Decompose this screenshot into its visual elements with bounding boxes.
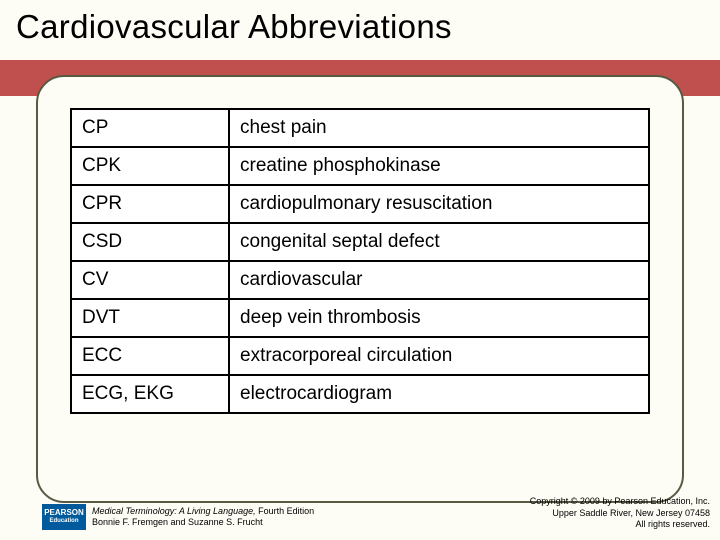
abbr-cell: ECC bbox=[71, 337, 229, 375]
abbr-cell: CPK bbox=[71, 147, 229, 185]
copyright-line: All rights reserved. bbox=[530, 519, 710, 530]
logo-text-bottom: Education bbox=[49, 518, 78, 525]
book-edition: Fourth Edition bbox=[256, 506, 315, 516]
table-row: CPchest pain bbox=[71, 109, 649, 147]
pearson-logo: PEARSON Education bbox=[42, 504, 86, 530]
abbreviations-table: CPchest pain CPKcreatine phosphokinase C… bbox=[70, 108, 650, 414]
abbr-cell: CPR bbox=[71, 185, 229, 223]
slide-title: Cardiovascular Abbreviations bbox=[16, 8, 452, 46]
abbr-cell: ECG, EKG bbox=[71, 375, 229, 413]
table-row: DVTdeep vein thrombosis bbox=[71, 299, 649, 337]
footer-left: PEARSON Education Medical Terminology: A… bbox=[42, 504, 314, 530]
def-cell: creatine phosphokinase bbox=[229, 147, 649, 185]
logo-text-top: PEARSON bbox=[44, 509, 84, 518]
copyright-line: Upper Saddle River, New Jersey 07458 bbox=[530, 508, 710, 519]
table-row: CSDcongenital septal defect bbox=[71, 223, 649, 261]
def-cell: cardiovascular bbox=[229, 261, 649, 299]
abbr-cell: CSD bbox=[71, 223, 229, 261]
def-cell: chest pain bbox=[229, 109, 649, 147]
table-row: CPKcreatine phosphokinase bbox=[71, 147, 649, 185]
def-cell: extracorporeal circulation bbox=[229, 337, 649, 375]
abbr-cell: CP bbox=[71, 109, 229, 147]
book-authors: Bonnie F. Fremgen and Suzanne S. Frucht bbox=[92, 517, 314, 528]
def-cell: congenital septal defect bbox=[229, 223, 649, 261]
copyright-line: Copyright © 2009 by Pearson Education, I… bbox=[530, 496, 710, 507]
def-cell: electrocardiogram bbox=[229, 375, 649, 413]
def-cell: cardiopulmonary resuscitation bbox=[229, 185, 649, 223]
table-row: CPRcardiopulmonary resuscitation bbox=[71, 185, 649, 223]
book-title: Medical Terminology: A Living Language, bbox=[92, 506, 256, 516]
table-row: ECG, EKGelectrocardiogram bbox=[71, 375, 649, 413]
book-credit: Medical Terminology: A Living Language, … bbox=[92, 506, 314, 529]
table-row: ECCextracorporeal circulation bbox=[71, 337, 649, 375]
def-cell: deep vein thrombosis bbox=[229, 299, 649, 337]
abbr-cell: DVT bbox=[71, 299, 229, 337]
copyright: Copyright © 2009 by Pearson Education, I… bbox=[530, 496, 710, 530]
table-row: CVcardiovascular bbox=[71, 261, 649, 299]
abbr-cell: CV bbox=[71, 261, 229, 299]
